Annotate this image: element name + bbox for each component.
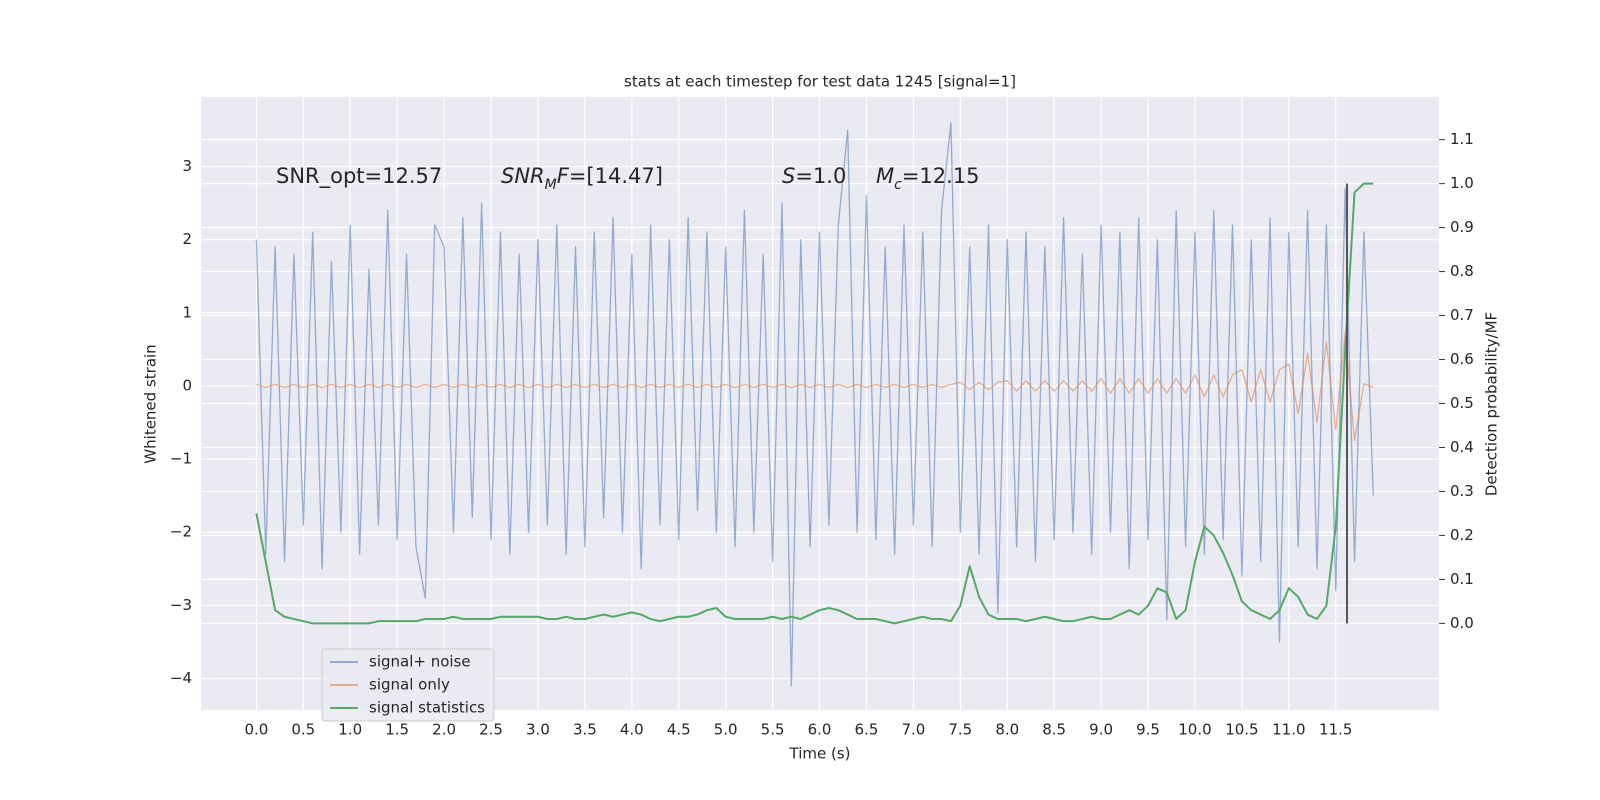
annotation: SNR_opt=12.57 <box>276 164 442 189</box>
x-axis-label: Time (s) <box>789 745 851 763</box>
legend-box <box>321 648 495 722</box>
x-tick-label: 4.0 <box>620 721 644 739</box>
legend-label: signal only <box>369 676 450 694</box>
annotation-part: S <box>782 164 795 188</box>
y2-tick-label: 0.4 <box>1450 438 1474 456</box>
y-tick-label: −4 <box>170 669 192 687</box>
y-tick-label: 1 <box>182 303 192 321</box>
x-tick-label: 8.5 <box>1042 721 1066 739</box>
x-tick-label: 5.0 <box>714 721 738 739</box>
y2-tick-label: 0.3 <box>1450 482 1474 500</box>
annotation: Mc=12.15 <box>876 164 980 193</box>
series-line <box>256 332 1374 442</box>
y2-tick-label: 0.9 <box>1450 218 1474 236</box>
y-tick-label: 2 <box>182 230 192 248</box>
x-tick-label: 1.0 <box>338 721 362 739</box>
y-axis-label: Whitened strain <box>142 344 160 463</box>
x-tick-label: 9.5 <box>1136 721 1160 739</box>
annotation: S=1.0 <box>782 164 846 188</box>
x-tick-label: 3.5 <box>573 721 597 739</box>
x-tick-label: 3.0 <box>526 721 550 739</box>
y2-tick-label: 0.5 <box>1450 394 1474 412</box>
y-tick-label: −2 <box>170 523 192 541</box>
annotation-part: SNR <box>501 164 545 188</box>
x-tick-label: 2.0 <box>432 721 456 739</box>
y2-tick-label: 1.0 <box>1450 174 1474 192</box>
y-tick-label: 3 <box>182 157 192 175</box>
y2-tick-label: 0.6 <box>1450 350 1474 368</box>
x-tick-label: 11.0 <box>1272 721 1305 739</box>
series-line <box>255 182 1374 625</box>
x-tick-label: 10.5 <box>1225 721 1258 739</box>
annotation-part: =12.15 <box>902 164 980 188</box>
legend-label: signal+ noise <box>369 653 471 671</box>
annotation-part: =1.0 <box>795 164 846 188</box>
y2-tick-label: 0.1 <box>1450 570 1474 588</box>
y2-tick-label: 1.1 <box>1450 130 1474 148</box>
x-tick-label: 2.5 <box>479 721 503 739</box>
y2-axis-label: Detection probability/MF <box>1483 312 1501 496</box>
y2-tick-label: 0.2 <box>1450 526 1474 544</box>
y-tick-label: −3 <box>170 596 192 614</box>
annotation-part: =[14.47] <box>569 164 663 188</box>
annotation-part: M <box>545 177 557 193</box>
x-tick-label: 5.5 <box>761 721 785 739</box>
x-tick-label: 9.0 <box>1089 721 1113 739</box>
y-tick-label: 0 <box>182 376 192 394</box>
x-tick-label: 0.5 <box>291 721 315 739</box>
annotation-part: F <box>557 164 570 188</box>
series-line <box>255 121 1374 687</box>
chart-title: stats at each timestep for test data 124… <box>624 73 1016 91</box>
x-tick-label: 0.0 <box>244 721 268 739</box>
annotation: SNRMF=[14.47] <box>501 164 663 193</box>
x-tick-label: 7.5 <box>948 721 972 739</box>
annotation-part: M <box>876 164 894 188</box>
plot-area <box>255 121 1374 687</box>
x-tick-label: 6.5 <box>855 721 879 739</box>
y2-tick-label: 0.0 <box>1450 614 1474 632</box>
x-tick-label: 1.5 <box>385 721 409 739</box>
x-tick-label: 7.0 <box>901 721 925 739</box>
x-tick-label: 6.0 <box>808 721 832 739</box>
y-tick-label: −1 <box>170 450 192 468</box>
annotation-part: c <box>894 177 902 193</box>
y2-tick-label: 0.7 <box>1450 306 1474 324</box>
y2-tick-label: 0.8 <box>1450 262 1474 280</box>
legend-label: signal statistics <box>369 699 485 717</box>
x-tick-label: 10.0 <box>1178 721 1211 739</box>
x-tick-label: 8.0 <box>995 721 1019 739</box>
annotation-part: SNR_opt=12.57 <box>276 164 442 189</box>
x-tick-label: 11.5 <box>1319 721 1352 739</box>
x-tick-label: 4.5 <box>667 721 691 739</box>
